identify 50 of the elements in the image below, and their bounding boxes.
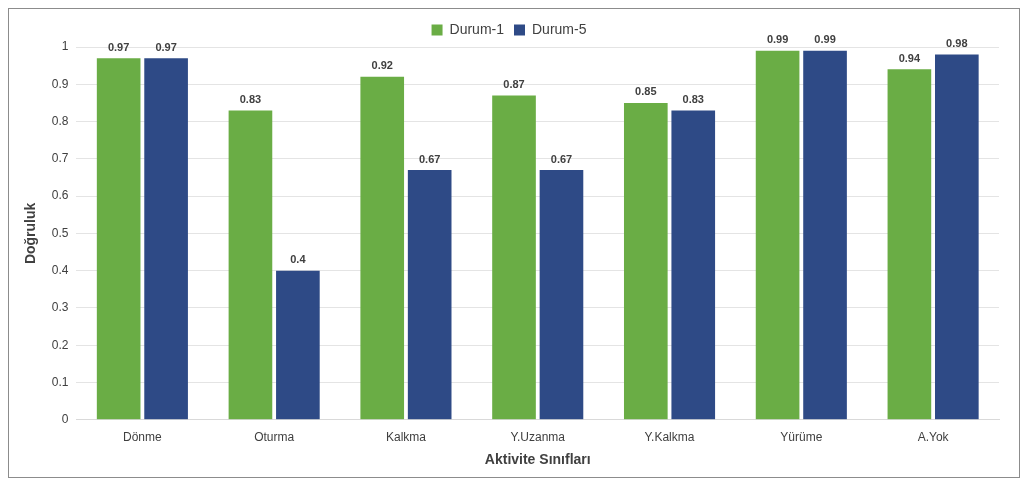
bar [144, 58, 188, 420]
y-tick-label: 0.4 [51, 262, 69, 277]
legend-label: Durum-1 [449, 20, 505, 37]
data-label: 0.85 [635, 85, 657, 98]
bar [407, 170, 452, 420]
y-axis-title: Doğruluk [22, 202, 39, 265]
bar [276, 270, 320, 420]
y-tick-label: 0.1 [51, 374, 69, 389]
bar [887, 69, 932, 420]
bar [755, 50, 800, 420]
data-label: 0.92 [371, 59, 393, 72]
bar [360, 76, 405, 420]
data-label: 0.98 [946, 36, 968, 49]
bar [623, 102, 668, 420]
bar [803, 50, 847, 420]
x-axis-title: Aktivite Sınıfları [484, 451, 591, 468]
data-label: 0.4 [290, 253, 307, 266]
x-tick-label: Kalkma [385, 430, 427, 445]
y-tick-label: 0.5 [51, 225, 69, 240]
y-tick-label: 0.9 [51, 76, 69, 91]
bar [671, 110, 716, 420]
bar [492, 95, 536, 420]
data-label: 0.67 [418, 152, 441, 165]
data-label: 0.83 [682, 92, 704, 105]
x-tick-label: Dönme [123, 430, 163, 445]
y-tick-label: 0.8 [51, 113, 69, 128]
y-tick-label: 0.3 [51, 300, 69, 315]
y-tick-label: 0.2 [51, 337, 69, 352]
y-tick-label: 0.6 [51, 188, 69, 203]
y-tick-label: 1 [61, 39, 69, 54]
data-label: 0.97 [107, 40, 130, 53]
data-label: 0.97 [155, 40, 177, 53]
data-label: 0.83 [239, 92, 262, 105]
x-tick-label: Y.Kalkma [644, 430, 695, 445]
y-tick-label: 0.7 [51, 151, 69, 166]
bar [228, 110, 273, 420]
data-label: 0.99 [814, 33, 836, 46]
data-label: 0.99 [766, 33, 789, 46]
x-tick-label: A.Yok [917, 430, 950, 445]
bar [539, 170, 584, 420]
bar [96, 58, 141, 420]
legend-label: Durum-5 [532, 20, 587, 37]
data-label: 0.94 [898, 51, 921, 64]
bar [935, 54, 979, 420]
x-tick-label: Yürüme [780, 430, 823, 445]
x-tick-label: Oturma [254, 430, 295, 445]
y-tick-label: 0 [61, 412, 69, 427]
data-label: 0.67 [550, 152, 573, 165]
x-tick-label: Y.Uzanma [510, 430, 566, 445]
data-label: 0.87 [503, 78, 525, 90]
